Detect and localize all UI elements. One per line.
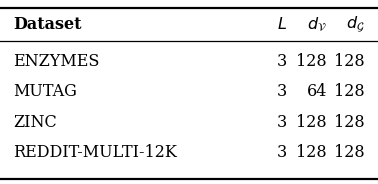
- Text: $d_{\mathcal{G}}$: $d_{\mathcal{G}}$: [346, 14, 365, 35]
- Text: 128: 128: [296, 53, 327, 70]
- Text: $d_{\mathcal{V}}$: $d_{\mathcal{V}}$: [307, 15, 327, 33]
- Text: MUTAG: MUTAG: [13, 83, 77, 100]
- Text: 128: 128: [296, 144, 327, 161]
- Text: ZINC: ZINC: [13, 114, 57, 131]
- Text: 128: 128: [334, 83, 365, 100]
- Text: Dataset: Dataset: [13, 16, 82, 33]
- Text: 128: 128: [334, 144, 365, 161]
- Text: 64: 64: [307, 83, 327, 100]
- Text: REDDIT-MULTI-12K: REDDIT-MULTI-12K: [13, 144, 177, 161]
- Text: 3: 3: [277, 144, 287, 161]
- Text: 128: 128: [334, 114, 365, 131]
- Text: 3: 3: [277, 53, 287, 70]
- Text: 3: 3: [277, 83, 287, 100]
- Text: 128: 128: [334, 53, 365, 70]
- Text: ENZYMES: ENZYMES: [13, 53, 100, 70]
- Text: $L$: $L$: [277, 16, 287, 33]
- Text: 3: 3: [277, 114, 287, 131]
- Text: 128: 128: [296, 114, 327, 131]
